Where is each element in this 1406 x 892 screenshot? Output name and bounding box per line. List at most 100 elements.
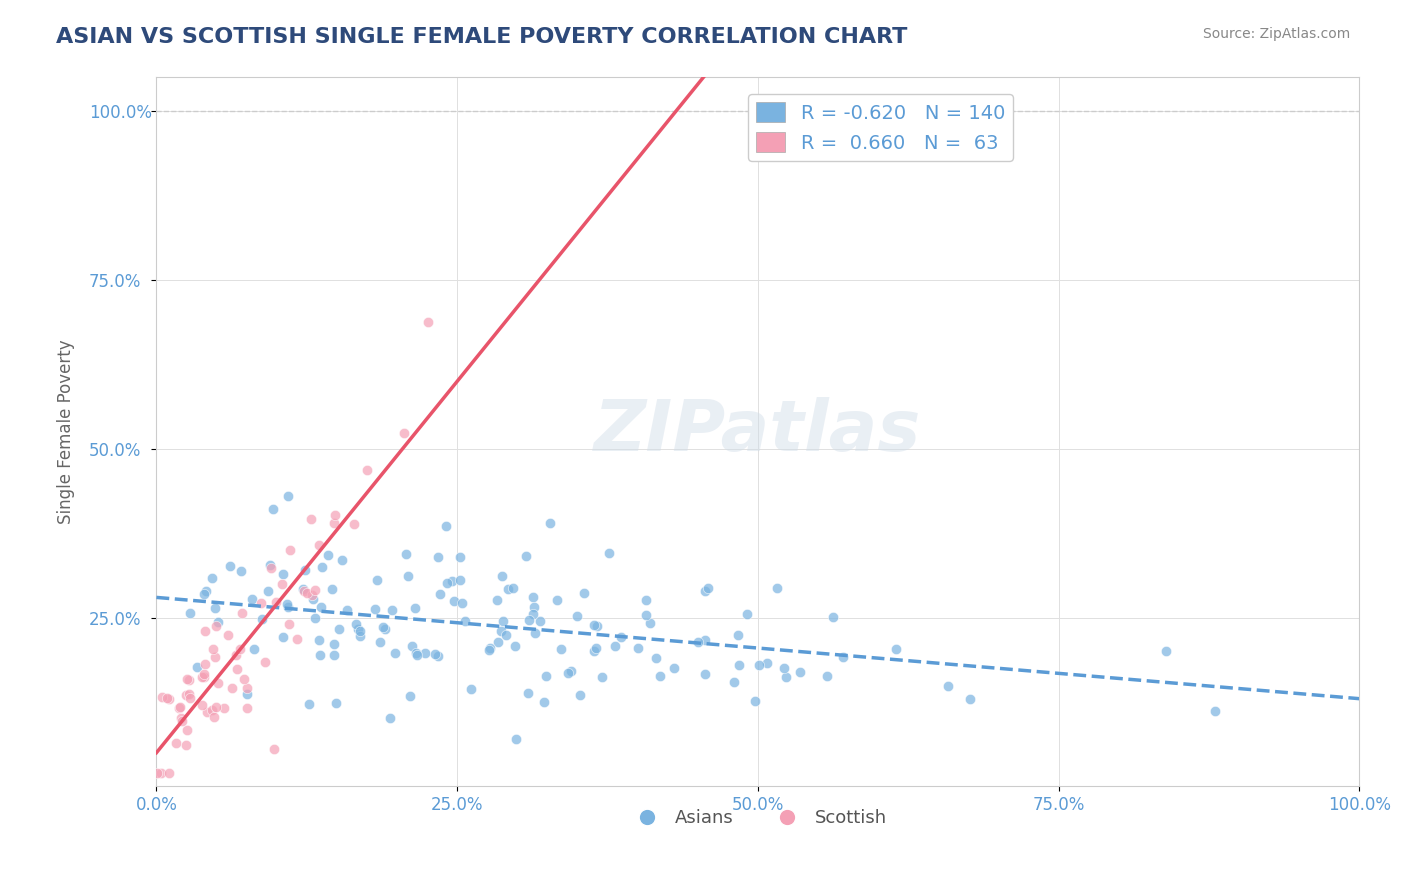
Point — [522, 590, 544, 604]
Point — [550, 641, 572, 656]
Point — [959, 692, 981, 706]
Point — [591, 670, 613, 684]
Point — [686, 635, 709, 649]
Point — [626, 641, 648, 656]
Point — [392, 426, 415, 441]
Point — [586, 618, 609, 632]
Point — [200, 571, 222, 585]
Point — [170, 711, 193, 725]
Point — [271, 631, 294, 645]
Point — [1154, 644, 1177, 658]
Point — [176, 672, 198, 686]
Point — [157, 692, 180, 706]
Point — [146, 766, 169, 780]
Point — [384, 646, 406, 660]
Text: ZIPatlas: ZIPatlas — [595, 398, 922, 467]
Point — [323, 508, 346, 523]
Point — [207, 676, 229, 690]
Point — [277, 600, 299, 615]
Point — [368, 634, 391, 648]
Point — [292, 582, 315, 596]
Point — [330, 553, 353, 567]
Point — [325, 696, 347, 710]
Point — [401, 640, 423, 654]
Point — [498, 582, 520, 596]
Point — [308, 633, 330, 648]
Point — [304, 611, 326, 625]
Point — [159, 766, 181, 780]
Point — [523, 600, 546, 615]
Point — [775, 670, 797, 684]
Point — [204, 619, 226, 633]
Point — [347, 622, 370, 636]
Point — [832, 650, 855, 665]
Point — [815, 669, 838, 683]
Text: ASIAN VS SCOTTISH SINGLE FEMALE POVERTY CORRELATION CHART: ASIAN VS SCOTTISH SINGLE FEMALE POVERTY … — [56, 27, 908, 46]
Point — [174, 738, 197, 752]
Point — [231, 606, 253, 620]
Point — [503, 639, 526, 653]
Point — [453, 615, 475, 629]
Point — [583, 644, 606, 658]
Point — [557, 665, 579, 680]
Point — [321, 582, 343, 596]
Point — [294, 564, 316, 578]
Point — [264, 595, 287, 609]
Point — [225, 648, 247, 662]
Point — [302, 592, 325, 607]
Point — [297, 585, 319, 599]
Point — [516, 686, 538, 700]
Point — [381, 603, 404, 617]
Point — [304, 583, 326, 598]
Point — [292, 584, 315, 599]
Point — [495, 628, 517, 642]
Point — [789, 665, 811, 680]
Point — [343, 516, 366, 531]
Point — [240, 591, 263, 606]
Point — [479, 641, 502, 656]
Point — [316, 549, 339, 563]
Point — [756, 657, 779, 671]
Point — [572, 585, 595, 599]
Point — [271, 567, 294, 582]
Point — [225, 662, 247, 676]
Point — [235, 700, 257, 714]
Point — [301, 588, 323, 602]
Point — [443, 594, 465, 608]
Point — [328, 622, 350, 636]
Text: Source: ZipAtlas.com: Source: ZipAtlas.com — [1202, 27, 1350, 41]
Point — [260, 560, 283, 574]
Point — [194, 657, 217, 671]
Point — [277, 489, 299, 503]
Point — [193, 670, 215, 684]
Point — [366, 573, 388, 587]
Point — [415, 646, 437, 660]
Point — [936, 679, 959, 693]
Point — [150, 690, 173, 705]
Point — [429, 586, 451, 600]
Point — [195, 583, 218, 598]
Point — [323, 516, 346, 531]
Point — [605, 639, 627, 653]
Point — [405, 648, 427, 662]
Point — [166, 736, 188, 750]
Point — [449, 574, 471, 588]
Point — [524, 625, 547, 640]
Point — [270, 577, 292, 591]
Point — [177, 687, 200, 701]
Point — [276, 597, 298, 611]
Point — [434, 518, 457, 533]
Point — [195, 705, 218, 719]
Point — [298, 698, 321, 712]
Point — [262, 501, 284, 516]
Point — [648, 669, 671, 683]
Point — [395, 548, 418, 562]
Point — [640, 615, 662, 630]
Point — [505, 731, 527, 746]
Point — [502, 582, 524, 596]
Point — [177, 673, 200, 688]
Point — [257, 584, 280, 599]
Point — [202, 710, 225, 724]
Point — [172, 714, 194, 728]
Point — [748, 657, 770, 672]
